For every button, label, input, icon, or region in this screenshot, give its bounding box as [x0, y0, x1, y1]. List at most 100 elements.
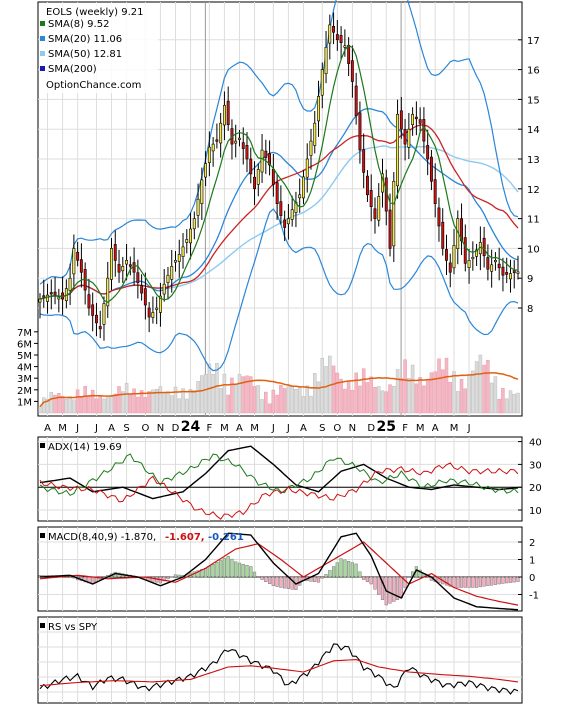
candle [508, 259, 512, 293]
candle [343, 29, 347, 57]
macd-tick-label: -1 [529, 591, 539, 602]
candle-body-up [189, 228, 192, 244]
legend-swatch-sma20 [40, 36, 45, 41]
candle-body-down [95, 314, 98, 324]
macd-histogram-bar [448, 576, 452, 587]
candle [49, 279, 53, 310]
volume-bar [463, 388, 468, 414]
volume-bar [226, 394, 230, 414]
volume-tick-label: 1M [17, 397, 32, 408]
candle [46, 283, 50, 314]
candle [332, 12, 335, 45]
candle [204, 151, 207, 187]
candle-body-down [399, 110, 403, 130]
volume-bar [425, 379, 430, 414]
candle [53, 276, 57, 305]
volume-tick-label: 4M [17, 363, 32, 374]
x-axis-label: M [250, 423, 259, 434]
candle-body-down [388, 209, 392, 249]
volume-bar [504, 398, 509, 414]
candle-body-down [79, 259, 83, 273]
macd-histogram-bar [222, 558, 226, 578]
candle [219, 112, 223, 158]
price-tick-label: 16 [527, 66, 540, 77]
macd-histogram-bar [237, 562, 242, 578]
candle-body-down [253, 176, 256, 190]
adx-tick-label: 30 [529, 460, 542, 471]
candle-body-down [422, 119, 426, 142]
candle [369, 174, 373, 222]
macd-histogram-bar [102, 576, 106, 578]
adx-panel: 10 20 30 40 ADX(14) 19.69 [37, 436, 542, 522]
volume-bar [512, 393, 516, 414]
macd-histogram-bar [173, 574, 178, 578]
candle [106, 261, 110, 318]
volume-bar [380, 390, 385, 414]
candle [467, 248, 471, 284]
candle-body-down [91, 304, 95, 316]
adx-tick-label: 10 [529, 506, 542, 517]
volume-bar [410, 364, 415, 414]
candle [159, 282, 162, 327]
candle-body-up [57, 296, 61, 300]
candle-body-down [362, 149, 366, 173]
volume-bar [320, 357, 325, 414]
candle [373, 197, 377, 234]
macd-panel: -1 0 1 2 MACD(8,40,9) -1.870, -1.607, -0.26… [37, 526, 539, 612]
candle [57, 288, 61, 313]
volume-bar [64, 398, 69, 414]
candle-body-up [396, 114, 399, 187]
candle-body-down [49, 292, 53, 295]
x-axis-label: F [206, 423, 212, 434]
candle [275, 174, 279, 220]
candle-body-up [256, 169, 260, 185]
volume-tick-label: 6M [17, 339, 32, 350]
x-axis-labels: A M J J A S O N D 24 F M A M J J A S O N D 25 F M A M J [44, 419, 470, 435]
candle-body-down [369, 190, 373, 207]
candle [162, 268, 166, 302]
macd-histogram-bar [426, 576, 430, 578]
macd-legend-marker [40, 533, 45, 538]
legend-swatch-sma8 [40, 21, 45, 26]
candle [358, 101, 362, 164]
volume-bar [294, 389, 298, 414]
macd-histogram-bar [264, 576, 268, 582]
volume-bar [83, 386, 87, 414]
macd-histogram-bar [362, 576, 366, 580]
legend-box [40, 3, 158, 93]
rs-title: RS vs SPY [48, 622, 98, 633]
volume-bar [444, 357, 449, 414]
volume-bar [249, 376, 253, 414]
macd-histogram-bar [177, 574, 181, 578]
volume-bar [136, 396, 140, 414]
candle-body-up [125, 259, 129, 265]
candle-body-up [313, 122, 317, 146]
x-axis-label: A [432, 423, 439, 434]
candle-body-down [136, 272, 140, 283]
candle-body-down [463, 237, 467, 264]
candle-body-down [505, 272, 509, 275]
candle [448, 253, 452, 288]
volume-bar [392, 385, 396, 414]
candle [110, 238, 113, 291]
adx-axis-labels: 10 20 30 40 [518, 438, 542, 517]
macd-histogram-bar [403, 576, 407, 588]
volume-bar [75, 389, 80, 414]
volume-bar [361, 368, 366, 414]
macd-histogram-bar [516, 576, 520, 582]
x-axis-label: S [123, 423, 129, 434]
macd-lines [39, 532, 519, 611]
candle-body-down [113, 244, 117, 261]
candle-body-down [279, 201, 283, 216]
macd-histogram-value: -0.261 [208, 532, 244, 543]
macd-histogram-bar [343, 559, 347, 578]
candle [283, 210, 287, 242]
candle [121, 256, 125, 283]
candle-body-up [490, 264, 494, 272]
volume-bar [132, 388, 136, 414]
volume-bar [403, 359, 407, 414]
volume-bar [113, 393, 118, 414]
candle [294, 191, 298, 228]
